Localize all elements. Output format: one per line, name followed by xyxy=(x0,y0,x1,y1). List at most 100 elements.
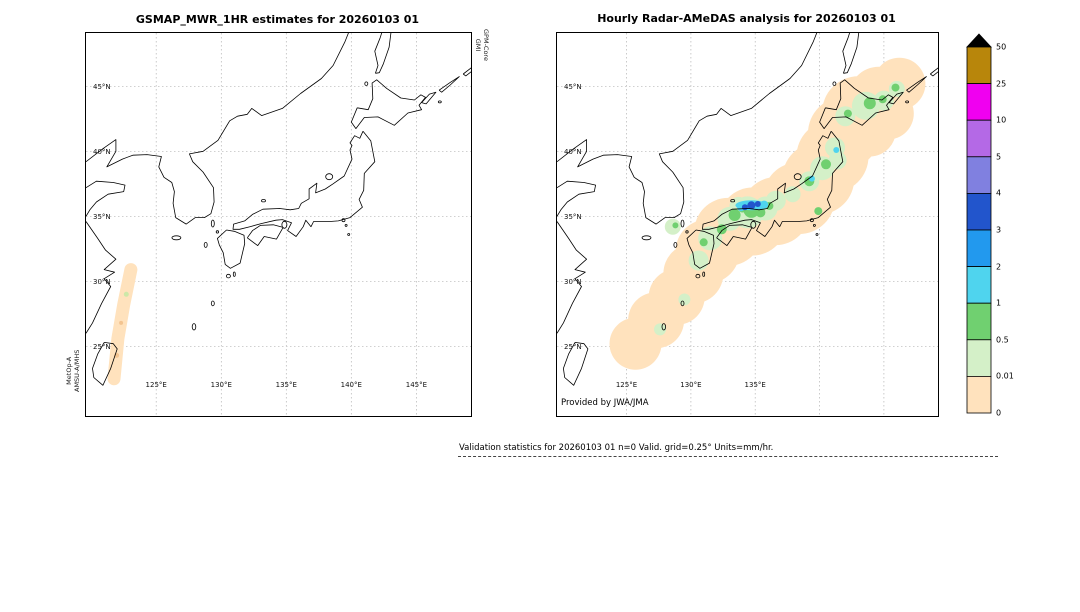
colorbar-cell xyxy=(966,229,992,267)
lat-tick-label: 45°N xyxy=(93,83,111,91)
lat-tick-label: 40°N xyxy=(93,148,111,156)
island-outline xyxy=(261,199,266,203)
left-panel-title: GSMAP_MWR_1HR estimates for 20260103 01 xyxy=(135,13,420,26)
coastline-path xyxy=(92,342,118,386)
colorbar-tick-label: 0.01 xyxy=(996,371,1014,381)
island-outline xyxy=(203,241,208,248)
coastline-path xyxy=(557,221,587,334)
colorbar-cell xyxy=(966,192,992,231)
lon-tick-label: 130°E xyxy=(680,381,701,389)
colorbar-tick-label: 25 xyxy=(996,79,1007,89)
lon-tick-label: 135°E xyxy=(745,381,766,389)
island-outline xyxy=(680,219,685,228)
lat-tick-label: 30°N xyxy=(564,278,582,286)
island-outline xyxy=(641,235,652,241)
lon-tick-label: 125°E xyxy=(616,381,637,389)
precip-layer xyxy=(609,57,926,370)
precip-blob-green xyxy=(699,238,708,247)
island-outline xyxy=(832,81,837,86)
island-outline xyxy=(661,323,666,331)
island-outline xyxy=(815,233,819,236)
amsu-label-line: AMSU-A/MHS xyxy=(72,349,81,392)
precip-blob-cyan xyxy=(760,200,769,209)
coastline-path xyxy=(438,76,460,93)
precip-blob-palegreen xyxy=(784,186,801,203)
lat-tick-label: 35°N xyxy=(564,213,582,221)
precip-blob-green xyxy=(672,222,679,229)
colorbar-cell xyxy=(966,266,992,304)
island-outline xyxy=(232,271,236,277)
island-outline xyxy=(210,219,215,228)
left-map: 45°N 40°N 35°N 30°N 25°N 125°E 130°E 135°E 140°E… xyxy=(86,33,471,416)
precip-blob-green xyxy=(728,209,741,221)
coastline-path xyxy=(86,33,349,225)
island-outline xyxy=(730,199,736,203)
coastline-path xyxy=(716,224,753,246)
footer-dashed-line xyxy=(458,456,998,457)
coastline-path xyxy=(888,91,904,105)
coastline-layer xyxy=(86,33,471,386)
island-outline xyxy=(281,220,288,229)
island-outline xyxy=(750,220,757,229)
island-outline xyxy=(325,173,334,181)
island-outline xyxy=(702,271,706,277)
coastline-path xyxy=(421,91,437,105)
metop-amsu-side-label: MetOp-A AMSU-A/MHS xyxy=(65,349,81,392)
lon-tick-label: 135°E xyxy=(276,381,297,389)
coastline-path xyxy=(232,130,376,237)
lat-tick-label: 25°N xyxy=(93,343,111,351)
right-map-panel: 45°N 40°N 35°N 30°N 25°N 125°E 130°E 135°E xyxy=(556,32,939,417)
precip-blob-green xyxy=(843,109,852,118)
island-outline xyxy=(344,223,348,227)
colorbar-tick-label: 2 xyxy=(996,262,1002,272)
coastline-path xyxy=(906,76,927,93)
colorbar-cell xyxy=(966,156,992,194)
island-outline xyxy=(695,273,701,279)
island-outline xyxy=(364,81,369,86)
colorbar-cell xyxy=(966,339,992,377)
precip-blob-green xyxy=(891,83,900,92)
grid-layer xyxy=(86,33,471,416)
lon-tick-label: 145°E xyxy=(406,381,427,389)
colorbar-tick-label: 0.5 xyxy=(996,335,1009,345)
island-outline xyxy=(809,218,814,223)
colorbar-cell xyxy=(966,375,992,414)
island-outline xyxy=(171,235,182,241)
colorbar-tick-label: 5 xyxy=(996,152,1002,162)
island-outline xyxy=(673,241,678,248)
coastline-path xyxy=(702,130,844,237)
island-outline xyxy=(225,273,231,279)
colorbar xyxy=(966,33,992,414)
coastline-path xyxy=(217,229,246,269)
island-outline xyxy=(680,300,685,307)
island-outline xyxy=(685,230,689,234)
coastline-path xyxy=(686,229,715,269)
gmi-label-line: GMI xyxy=(474,38,483,52)
island-outline xyxy=(812,223,816,227)
coastline-path xyxy=(557,180,596,217)
island-outline xyxy=(347,233,351,236)
coastline-path xyxy=(86,221,117,334)
tick-label-layer: 45°N 40°N 35°N 30°N 25°N 125°E 130°E 135°E xyxy=(564,83,766,389)
island-outline xyxy=(191,323,197,331)
coastline-layer xyxy=(557,33,938,386)
coastline-path xyxy=(462,67,471,77)
island-outline xyxy=(215,230,219,234)
precip-blob-green xyxy=(814,207,823,216)
lon-tick-label: 130°E xyxy=(211,381,232,389)
colorbar-cell xyxy=(966,46,992,84)
colorbar-tick-label: 3 xyxy=(996,225,1002,235)
island-outline xyxy=(210,300,215,307)
colorbar-tick-label: 50 xyxy=(996,42,1007,52)
colorbar-tick-label: 4 xyxy=(996,188,1002,198)
precip-blob-palegreen xyxy=(678,293,691,306)
left-map-panel: 45°N 40°N 35°N 30°N 25°N 125°E 130°E 135°E 140°E… xyxy=(85,32,472,417)
colorbar-tick-label: 10 xyxy=(996,115,1007,125)
precip-blob-palegreen xyxy=(654,323,666,336)
gpm-core-gmi-side-label: GPM-Core GMI xyxy=(474,29,491,61)
validation-stats-text: Validation statistics for 20260103 01 n=… xyxy=(459,443,774,453)
colorbar-cell xyxy=(966,119,992,158)
coastline-path xyxy=(86,180,126,217)
swath-dot xyxy=(119,320,124,325)
